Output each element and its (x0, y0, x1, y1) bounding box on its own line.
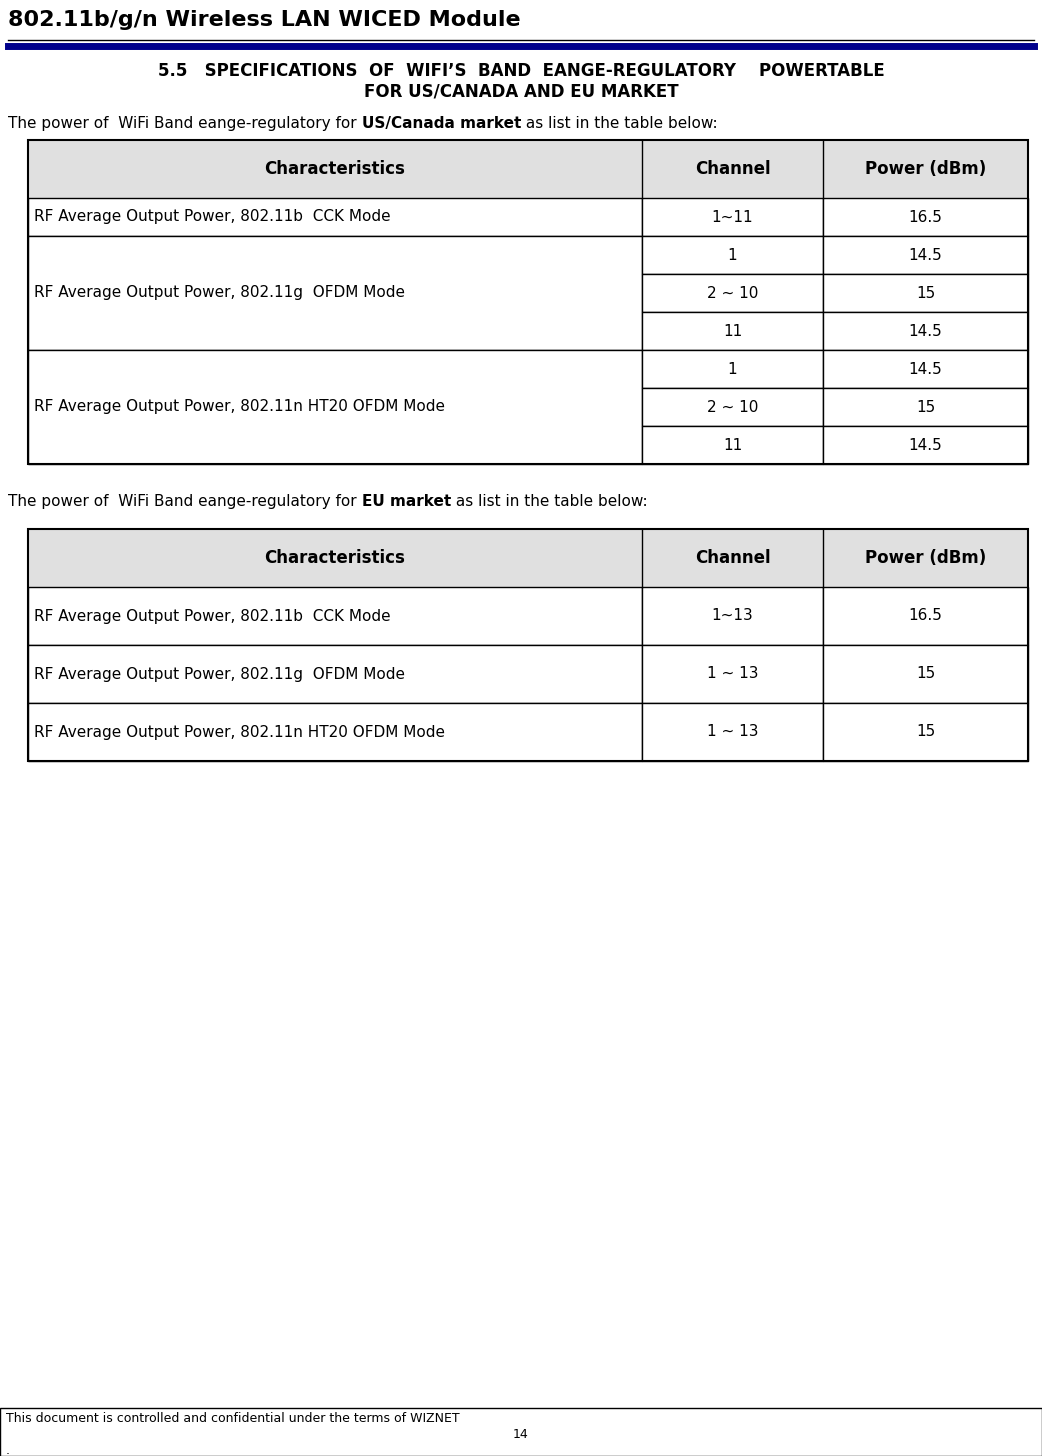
Text: 15: 15 (916, 667, 935, 681)
Text: 14.5: 14.5 (909, 323, 942, 338)
Bar (28, 703, 642, 761)
Text: Channel: Channel (695, 160, 770, 178)
Text: 14.5: 14.5 (909, 437, 942, 453)
Text: 16.5: 16.5 (909, 609, 942, 623)
Bar (823, 645, 1028, 703)
Bar (642, 427, 823, 464)
Text: RF Average Output Power, 802.11b  CCK Mode: RF Average Output Power, 802.11b CCK Mod… (34, 210, 391, 224)
Bar (823, 236, 1028, 274)
Text: RF Average Output Power, 802.11g  OFDM Mode: RF Average Output Power, 802.11g OFDM Mo… (34, 285, 405, 300)
Text: 15: 15 (916, 285, 935, 300)
Text: as list in the table below:: as list in the table below: (451, 494, 647, 510)
Text: 11: 11 (723, 437, 742, 453)
Text: RF Average Output Power, 802.11b  CCK Mode: RF Average Output Power, 802.11b CCK Mod… (34, 609, 391, 623)
Text: Channel: Channel (695, 549, 770, 566)
Bar (642, 198, 823, 236)
Text: 1~11: 1~11 (712, 210, 753, 224)
Bar (28, 236, 642, 349)
Bar (28, 529, 1028, 761)
Text: 1 ~ 13: 1 ~ 13 (706, 725, 759, 740)
Bar (642, 587, 823, 645)
Bar (28, 529, 1028, 587)
Text: 14.5: 14.5 (909, 361, 942, 377)
Text: 2 ~ 10: 2 ~ 10 (706, 399, 759, 415)
Bar (28, 140, 1028, 464)
Text: The power of  WiFi Band eange-regulatory for: The power of WiFi Band eange-regulatory … (8, 116, 362, 131)
Bar (642, 312, 823, 349)
Bar (823, 274, 1028, 312)
Text: EU market: EU market (362, 494, 451, 510)
Text: 1~13: 1~13 (712, 609, 753, 623)
Text: 15: 15 (916, 399, 935, 415)
Text: Characteristics: Characteristics (265, 160, 405, 178)
Text: 2 ~ 10: 2 ~ 10 (706, 285, 759, 300)
Text: .: . (6, 1444, 10, 1456)
Text: RF Average Output Power, 802.11n HT20 OFDM Mode: RF Average Output Power, 802.11n HT20 OF… (34, 725, 445, 740)
Bar (823, 349, 1028, 387)
Bar (823, 427, 1028, 464)
Bar (823, 312, 1028, 349)
Bar (642, 645, 823, 703)
Bar (823, 198, 1028, 236)
Text: The power of  WiFi Band eange-regulatory for: The power of WiFi Band eange-regulatory … (8, 494, 362, 510)
Bar (0, 1408, 1042, 1456)
Text: 1: 1 (727, 361, 738, 377)
Text: RF Average Output Power, 802.11g  OFDM Mode: RF Average Output Power, 802.11g OFDM Mo… (34, 667, 405, 681)
Bar (823, 587, 1028, 645)
Text: This document is controlled and confidential under the terms of WIZNET: This document is controlled and confiden… (6, 1412, 460, 1425)
Text: US/Canada market: US/Canada market (362, 116, 521, 131)
Text: 5.5   SPECIFICATIONS  OF  WIFI’S  BAND  EANGE-REGULATORY    POWERTABLE: 5.5 SPECIFICATIONS OF WIFI’S BAND EANGE-… (157, 63, 885, 80)
Text: 1: 1 (727, 248, 738, 262)
Text: 11: 11 (723, 323, 742, 338)
Text: as list in the table below:: as list in the table below: (521, 116, 718, 131)
Text: 802.11b/g/n Wireless LAN WICED Module: 802.11b/g/n Wireless LAN WICED Module (8, 10, 521, 31)
Bar (642, 703, 823, 761)
Bar (642, 274, 823, 312)
Bar (28, 198, 642, 236)
Text: FOR US/CANADA AND EU MARKET: FOR US/CANADA AND EU MARKET (364, 82, 678, 100)
Text: Power (dBm): Power (dBm) (865, 549, 986, 566)
Text: 14: 14 (513, 1428, 529, 1441)
Bar (823, 387, 1028, 427)
Bar (642, 236, 823, 274)
Text: RF Average Output Power, 802.11n HT20 OFDM Mode: RF Average Output Power, 802.11n HT20 OF… (34, 399, 445, 415)
Bar (28, 349, 642, 464)
Text: Characteristics: Characteristics (265, 549, 405, 566)
Text: Power (dBm): Power (dBm) (865, 160, 986, 178)
Bar (28, 140, 1028, 198)
Bar (642, 387, 823, 427)
Text: 16.5: 16.5 (909, 210, 942, 224)
Text: 14.5: 14.5 (909, 248, 942, 262)
Text: 1 ~ 13: 1 ~ 13 (706, 667, 759, 681)
Bar (28, 645, 642, 703)
Bar (642, 349, 823, 387)
Bar (28, 587, 642, 645)
Text: 15: 15 (916, 725, 935, 740)
Bar (823, 703, 1028, 761)
